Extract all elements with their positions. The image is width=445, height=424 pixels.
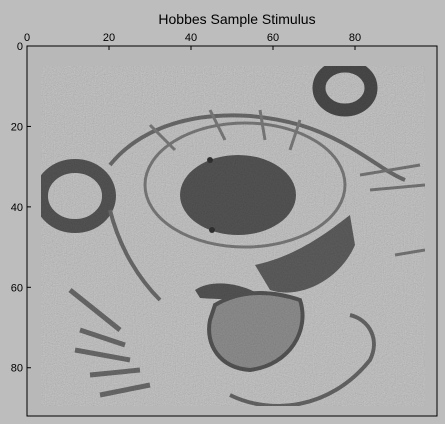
- plot-frame: [26, 45, 438, 417]
- y-tick-label: 80: [11, 363, 23, 375]
- x-tick-label: 80: [349, 32, 361, 44]
- head-outline: [108, 113, 406, 182]
- y-tick-label: 40: [11, 202, 23, 214]
- left-ear: [34, 159, 116, 233]
- chart-title: Hobbes Sample Stimulus: [158, 11, 315, 27]
- stimulus-image: [27, 46, 437, 416]
- x-tick-label: 0: [24, 32, 30, 44]
- x-tick-label: 20: [103, 32, 115, 44]
- y-axis: 0 20 40 60 80: [11, 41, 31, 375]
- snout-patch: [180, 155, 296, 235]
- whiskers-left: [68, 288, 151, 398]
- right-ear: [312, 59, 378, 117]
- y-tick-label: 0: [17, 41, 23, 53]
- mouth-dark: [255, 215, 355, 293]
- y-tick-label: 20: [11, 121, 23, 133]
- tongue: [207, 291, 305, 373]
- x-axis: 0 20 40 60 80: [24, 32, 361, 50]
- x-tick-label: 40: [185, 32, 197, 44]
- y-tick-label: 60: [11, 282, 23, 294]
- x-tick-label: 60: [267, 32, 279, 44]
